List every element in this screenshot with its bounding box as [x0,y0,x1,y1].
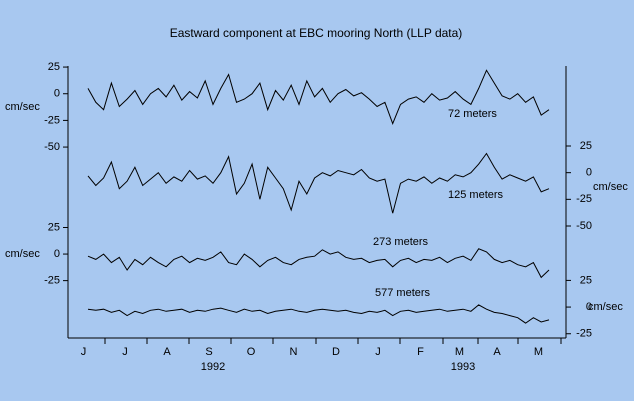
x-tick-label: J [81,346,87,358]
y-axis-label: cm/sec [588,301,623,313]
x-tick-label: A [493,346,501,358]
y-tick-label: 25 [580,274,592,286]
y-tick-label: -25 [44,275,60,287]
series-label: 125 meters [448,189,504,201]
x-tick-label: D [332,346,340,358]
series-label: 72 meters [448,108,497,120]
chart-title: Eastward component at EBC mooring North … [170,26,463,40]
x-tick-label: M [534,346,543,358]
year-label: 1993 [451,361,475,373]
y-tick-label: 25 [580,140,592,152]
y-tick-label: -50 [576,220,592,232]
y-tick-label: 0 [586,167,592,179]
series-label: 273 meters [373,236,429,248]
x-tick-label: F [417,346,424,358]
year-label: 1992 [201,361,225,373]
y-tick-label: 25 [48,221,60,233]
series-line [87,69,550,125]
y-tick-label: -25 [576,328,592,340]
y-tick-label: -50 [44,141,60,153]
x-tick-label: M [455,346,464,358]
y-axis-label: cm/sec [5,101,40,113]
series-label: 577 meters [375,287,431,299]
y-tick-label: 0 [586,301,592,313]
x-tick-label: J [375,346,381,358]
series-line [87,248,550,279]
y-tick-label: 25 [48,61,60,73]
x-tick-label: S [205,346,212,358]
y-tick-label: 0 [54,248,60,260]
x-tick-label: O [247,346,256,358]
series-line [87,304,550,324]
y-axis-label: cm/sec [5,248,40,260]
x-tick-label: N [290,346,298,358]
y-axis-label: cm/sec [593,181,628,193]
x-tick-label: J [122,346,128,358]
y-tick-label: 0 [54,88,60,100]
y-tick-label: -25 [576,193,592,205]
x-tick-label: A [163,346,171,358]
series-line [87,152,550,214]
y-tick-label: -25 [44,114,60,126]
